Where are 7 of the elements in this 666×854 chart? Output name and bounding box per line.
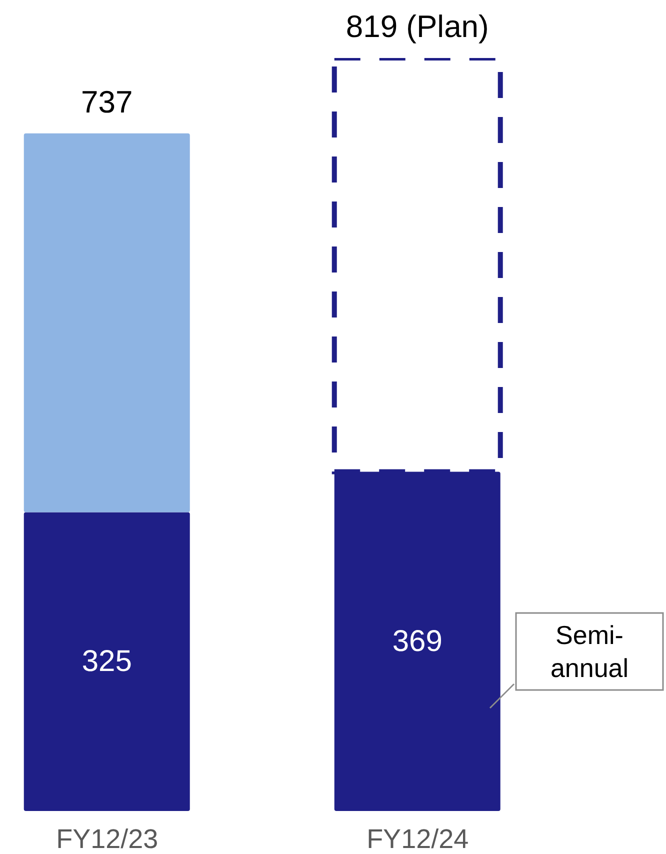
- data-label: 325: [82, 645, 132, 678]
- x-tick-label: FY12/24: [366, 824, 469, 854]
- data-label: 369: [392, 624, 442, 658]
- annotation: Semi-annual: [550, 620, 629, 683]
- total-label: 737: [81, 84, 133, 120]
- x-tick-label: FY12/23: [56, 824, 158, 854]
- total-label: 819 (Plan): [346, 9, 489, 44]
